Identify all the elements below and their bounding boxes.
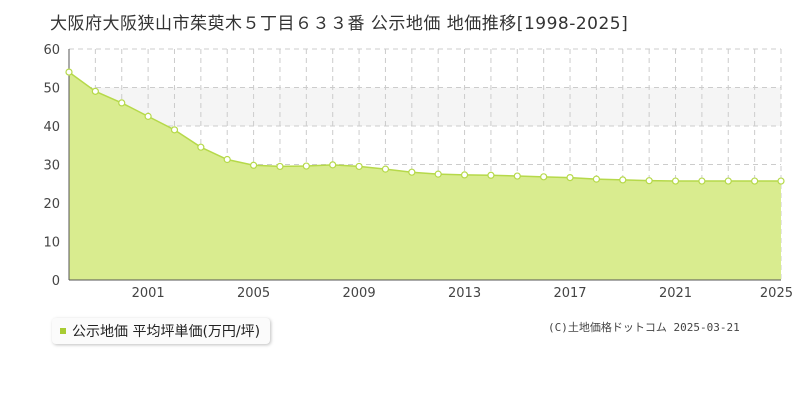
data-point	[513, 172, 521, 180]
chart-title: 大阪府大阪狭山市茱萸木５丁目６３３番 公示地価 地価推移[1998-2025]	[50, 14, 629, 34]
data-point	[777, 177, 785, 185]
copyright: (C)土地価格ドットコム 2025-03-21	[548, 321, 740, 334]
x-tick-label: 2001	[132, 286, 165, 301]
data-point	[751, 177, 759, 185]
data-point	[197, 143, 205, 151]
data-point	[170, 126, 179, 134]
data-point	[144, 112, 152, 120]
plot-band	[69, 87, 781, 126]
data-point	[698, 177, 706, 185]
area-fill	[69, 72, 781, 280]
legend-label: 公示地価 平均坪単価(万円/坪)	[72, 324, 261, 340]
y-tick-label: 10	[43, 236, 60, 251]
data-point	[645, 177, 653, 185]
x-tick-label: 2005	[237, 286, 270, 301]
x-tick-label: 2017	[553, 286, 586, 301]
y-tick-label: 20	[43, 197, 60, 212]
axes	[68, 49, 781, 281]
y-tick-label: 50	[43, 82, 60, 97]
data-point	[381, 165, 390, 173]
x-tick-label: 2009	[343, 286, 376, 301]
data-point	[487, 171, 495, 179]
data-point	[65, 68, 73, 76]
plot-background	[69, 87, 781, 126]
y-tick-label: 40	[43, 120, 60, 135]
data-point	[91, 87, 99, 95]
x-tick-label: 2025	[760, 286, 793, 301]
data-points	[65, 68, 785, 185]
data-point	[619, 176, 627, 184]
data-point	[276, 162, 284, 171]
x-tick-labels: 2001 2005 2009 2013 2017 2021 2025	[132, 286, 793, 301]
legend-swatch	[60, 328, 66, 334]
y-tick-label: 30	[43, 159, 60, 174]
x-tick-label: 2021	[659, 286, 692, 301]
data-point	[118, 99, 126, 107]
data-point	[329, 161, 337, 169]
data-point	[302, 162, 310, 170]
y-tick-label: 0	[52, 274, 60, 289]
area-series	[68, 71, 781, 280]
data-point	[592, 175, 601, 183]
y-tick-labels: 0 10 20 30 40 50 60	[43, 43, 60, 289]
series-line	[68, 71, 781, 182]
data-point	[355, 162, 363, 171]
data-point	[460, 171, 469, 179]
data-point	[566, 173, 574, 182]
x-tick-label: 2013	[448, 286, 481, 301]
data-point	[249, 161, 258, 169]
data-point	[434, 170, 442, 178]
y-tick-label: 60	[43, 43, 60, 58]
data-point	[724, 177, 732, 185]
legend: 公示地価 平均坪単価(万円/坪)	[52, 318, 271, 344]
data-point	[540, 173, 548, 181]
data-point	[408, 168, 416, 176]
data-point	[671, 177, 680, 185]
data-point	[223, 155, 231, 164]
